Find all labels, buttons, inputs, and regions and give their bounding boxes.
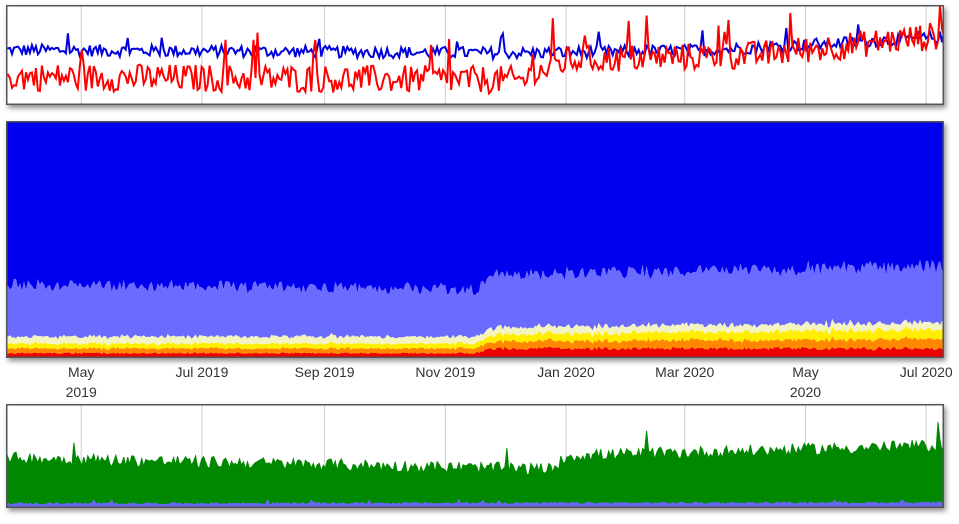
x-tick-label: Nov 2019 xyxy=(415,364,476,380)
mid-frame xyxy=(6,121,944,358)
bottom-frame xyxy=(6,404,944,508)
x-tick-label: May xyxy=(792,364,819,380)
top-line-chart-panel xyxy=(6,5,944,105)
x-tick-label: Sep 2019 xyxy=(294,364,355,380)
mid-layer-2-area xyxy=(6,325,944,351)
top-series-0-line xyxy=(6,24,944,63)
bottom-area-chart xyxy=(6,404,944,508)
x-tick-label: Jul 2020 xyxy=(899,364,953,380)
x-axis: May 2019 Jul 2019 Sep 2019 Nov 2019 Jan 2020 M… xyxy=(6,360,953,402)
top-frame xyxy=(6,5,944,105)
bottom-series-1-area xyxy=(6,498,944,508)
middle-stacked-area-panel xyxy=(6,121,944,358)
x-year-label: 2020 xyxy=(789,384,822,400)
bottom-series-0-area xyxy=(6,422,944,508)
mid-layer-0-area xyxy=(6,346,944,358)
x-year-label: 2019 xyxy=(65,384,97,400)
mid-layer-4-area xyxy=(6,259,944,340)
x-tick-label: May xyxy=(67,364,95,380)
x-tick-label: Jan 2020 xyxy=(537,364,595,380)
bottom-area-chart-panel xyxy=(6,404,944,508)
x-tick-label: Mar 2020 xyxy=(655,364,715,380)
middle-stacked-area-chart xyxy=(6,121,944,358)
x-tick-label: Jul 2019 xyxy=(175,364,229,380)
top-line-chart xyxy=(6,5,944,105)
top-series-1-line xyxy=(6,5,944,96)
mid-layer-5-area xyxy=(6,121,944,296)
mid-layer-3-area xyxy=(6,318,944,346)
mid-layer-1-area xyxy=(6,336,944,355)
